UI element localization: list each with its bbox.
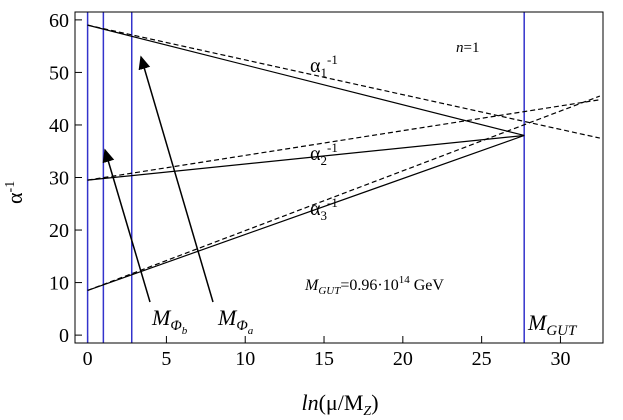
annotation: MGUT=0.96·1014 GeV bbox=[304, 274, 444, 297]
annotation: MΦa bbox=[217, 305, 254, 337]
label-part: 2 bbox=[320, 153, 327, 168]
y-tick-label: 0 bbox=[59, 325, 69, 347]
series-label: α1-1 bbox=[310, 52, 338, 80]
annotation: MGUT bbox=[527, 310, 578, 339]
y-tick-label: 50 bbox=[49, 62, 69, 84]
y-tick-label: 20 bbox=[49, 220, 69, 242]
line bbox=[87, 134, 525, 292]
arrow bbox=[138, 55, 214, 303]
annotation: n=1 bbox=[456, 40, 479, 56]
y-tick-label: 30 bbox=[49, 168, 69, 190]
y-tick-label: 10 bbox=[49, 273, 69, 295]
dashed-line bbox=[87, 99, 600, 181]
arrow bbox=[102, 148, 151, 303]
x-tick-label: 25 bbox=[472, 348, 492, 370]
label-part: 3 bbox=[320, 208, 327, 223]
line bbox=[87, 24, 525, 137]
label-part: -1 bbox=[327, 140, 338, 155]
x-tick-label: 30 bbox=[550, 348, 570, 370]
label-part: α bbox=[310, 143, 321, 165]
label-part: 1 bbox=[320, 65, 327, 80]
x-tick-label: 15 bbox=[314, 348, 334, 370]
y-tick-label: 60 bbox=[49, 10, 69, 32]
x-tick-label: 0 bbox=[83, 348, 93, 370]
x-tick-label: 10 bbox=[235, 348, 255, 370]
label-part: α bbox=[310, 55, 321, 77]
annotation: MΦb bbox=[151, 305, 188, 337]
series-label: α2-1 bbox=[310, 140, 338, 168]
x-tick-label: 5 bbox=[161, 348, 171, 370]
dashed-line bbox=[87, 95, 601, 292]
label-part: α bbox=[310, 198, 321, 220]
x-axis-label: ln(μ/MZ) bbox=[301, 390, 378, 419]
label-part: -1 bbox=[327, 52, 338, 67]
x-tick-label: 20 bbox=[393, 348, 413, 370]
y-axis-label: α-1 bbox=[2, 181, 27, 204]
series-label: α3-1 bbox=[310, 195, 338, 223]
frame bbox=[74, 11, 604, 344]
y-tick-label: 40 bbox=[49, 115, 69, 137]
line bbox=[87, 134, 525, 181]
dashed-line bbox=[87, 24, 600, 139]
label-part: -1 bbox=[327, 195, 338, 210]
